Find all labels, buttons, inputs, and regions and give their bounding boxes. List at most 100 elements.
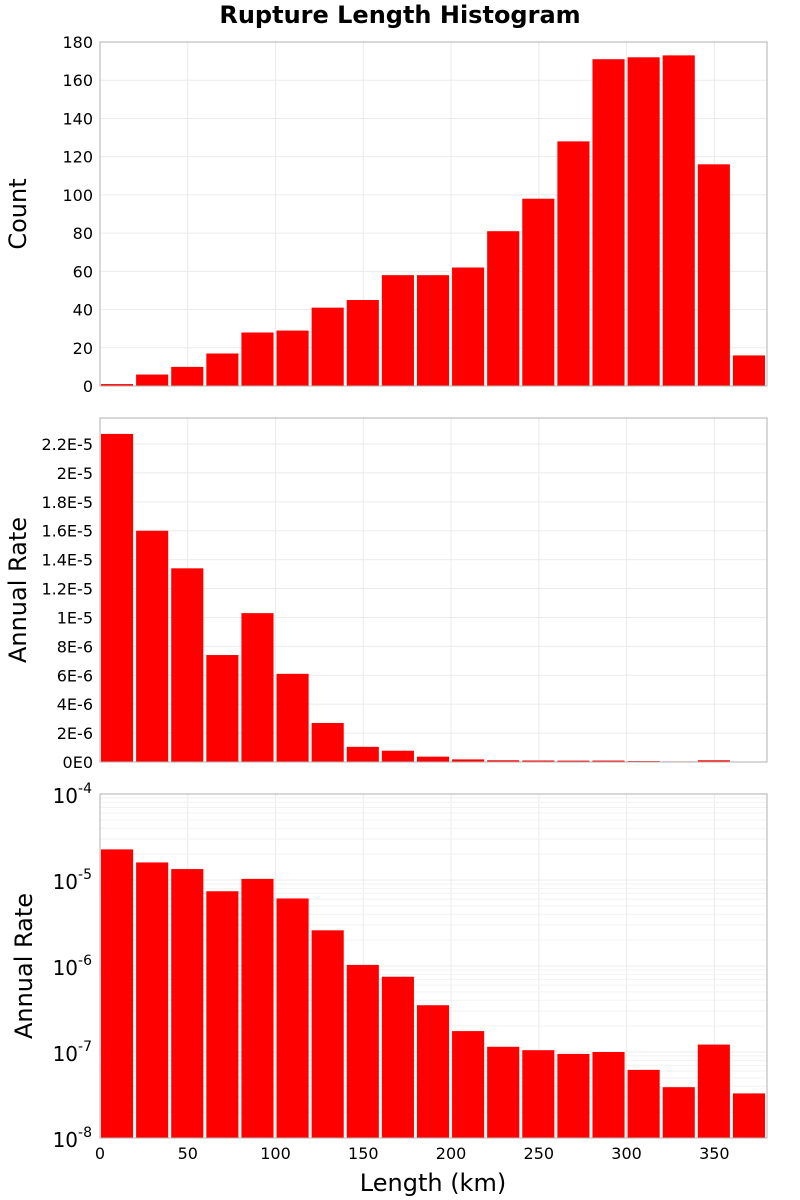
bar-panel2-8 [381,750,414,762]
bar-panel1-7 [346,300,379,386]
bar-panel2-1 [136,530,169,762]
bar-panel1-17 [697,164,730,386]
y-tick-label: 0E0 [63,753,93,772]
y-tick-label: 1.4E-5 [41,551,93,570]
bar-panel3-14 [592,1052,625,1138]
bar-panel1-12 [522,198,555,386]
bar-panel2-10 [452,759,485,762]
bar-panel3-15 [627,1069,660,1138]
y-axis-label: Count [4,178,32,249]
bar-panel1-11 [487,231,520,386]
y-tick-label: 100 [62,186,93,205]
y-tick-label: 60 [73,262,93,281]
y-tick-label: 40 [73,301,93,320]
bar-panel1-8 [381,275,414,386]
bar-panel1-3 [206,353,239,386]
plot-frame [99,417,768,763]
x-axis-label: Length (km) [360,1169,506,1197]
bar-panel1-14 [592,59,625,386]
bar-panel2-12 [522,760,555,762]
bar-panel3-5 [276,898,309,1138]
y-tick-label: 1.6E-5 [41,522,93,541]
y-tick-label: 2.2E-5 [41,435,93,454]
bar-panel1-1 [136,374,169,386]
bar-panel3-0 [101,849,134,1138]
bar-panel3-1 [136,862,169,1138]
bar-panel2-0 [101,433,134,762]
bar-panel1-6 [311,307,344,386]
bar-panel2-17 [697,760,730,762]
bar-panel1-5 [276,330,309,386]
bar-panel1-2 [171,366,204,386]
bar-panel2-11 [487,760,520,762]
bar-panel2-13 [557,760,590,762]
bar-panel3-13 [557,1053,590,1138]
bar-panel3-18 [732,1093,765,1138]
y-tick-label: 10-5 [53,867,92,894]
y-tick-label: 120 [62,148,93,167]
chart-title: Rupture Length Histogram [219,1,580,29]
panel-3: 10-8 10-7 10-6 10-5 10-4 Annual Rate [10,781,768,1152]
y-tick-label: 2E-5 [57,464,93,483]
bar-panel1-16 [662,55,695,386]
bar-panel2-6 [311,722,344,762]
bar-panel1-10 [452,267,485,386]
y-tick-label: 10-8 [53,1125,92,1152]
bar-panel1-18 [732,355,765,386]
y-tick-label: 0 [83,377,93,396]
y-tick-label: 1.8E-5 [41,493,93,512]
bar-panel1-13 [557,141,590,386]
bar-panel2-2 [171,568,204,762]
panel-2: 0E0 2E-6 4E-6 6E-6 8E-6 1E-5 1.2E-5 1.4E-5 1.6E-… [4,417,768,772]
x-tick-label: 300 [611,1144,642,1163]
y-tick-label: 1E-5 [57,608,93,627]
bar-panel3-4 [241,878,274,1138]
panel-1: 0 20 40 60 80 100 120 140 160 180 Count [4,33,768,396]
y-tick-label: 80 [73,224,93,243]
y-tick-label: 6E-6 [57,666,93,685]
y-axis-label: Annual Rate [4,517,32,663]
y-tick-label: 10-4 [53,781,93,808]
bar-panel3-16 [662,1087,695,1138]
x-tick-label: 150 [348,1144,379,1163]
y-tick-label: 4E-6 [57,695,93,714]
y-tick-label: 20 [73,339,93,358]
x-tick-label: 0 [95,1144,105,1163]
bar-panel2-3 [206,655,239,762]
bar-panel1-15 [627,57,660,387]
x-tick-label: 50 [178,1144,198,1163]
y-tick-label: 10-6 [53,953,93,980]
y-tick-label: 10-7 [53,1039,92,1066]
x-tick-label: 350 [699,1144,730,1163]
y-tick-label: 180 [62,33,93,52]
bar-panel2-4 [241,613,274,762]
bar-panel3-12 [522,1050,555,1138]
bar-panel1-9 [416,275,450,386]
bar-panel1-0 [101,384,134,386]
bar-panel3-17 [697,1044,730,1138]
bar-panel2-5 [276,673,309,762]
bar-panel2-14 [592,760,625,762]
y-tick-label: 8E-6 [57,637,93,656]
bar-panel3-11 [487,1046,520,1138]
bar-panel3-7 [346,964,379,1138]
y-tick-label: 1.2E-5 [41,580,93,599]
bar-panel2-9 [416,756,450,762]
bar-panel3-9 [416,1005,450,1138]
y-tick-label: 140 [62,109,93,128]
y-tick-label: 2E-6 [57,724,93,743]
x-tick-label: 200 [436,1144,467,1163]
bar-panel3-3 [206,891,239,1138]
x-tick-label: 100 [260,1144,291,1163]
bar-panel3-2 [171,869,204,1138]
bar-panel2-7 [346,746,379,762]
plot-frame [99,793,768,1139]
bar-panel1-4 [241,332,274,386]
bar-panel3-8 [381,976,414,1138]
plot-frame [99,41,768,387]
y-axis-label: Annual Rate [10,893,38,1039]
y-tick-label: 160 [62,71,93,90]
bar-panel3-6 [311,930,344,1138]
x-tick-label: 250 [524,1144,555,1163]
